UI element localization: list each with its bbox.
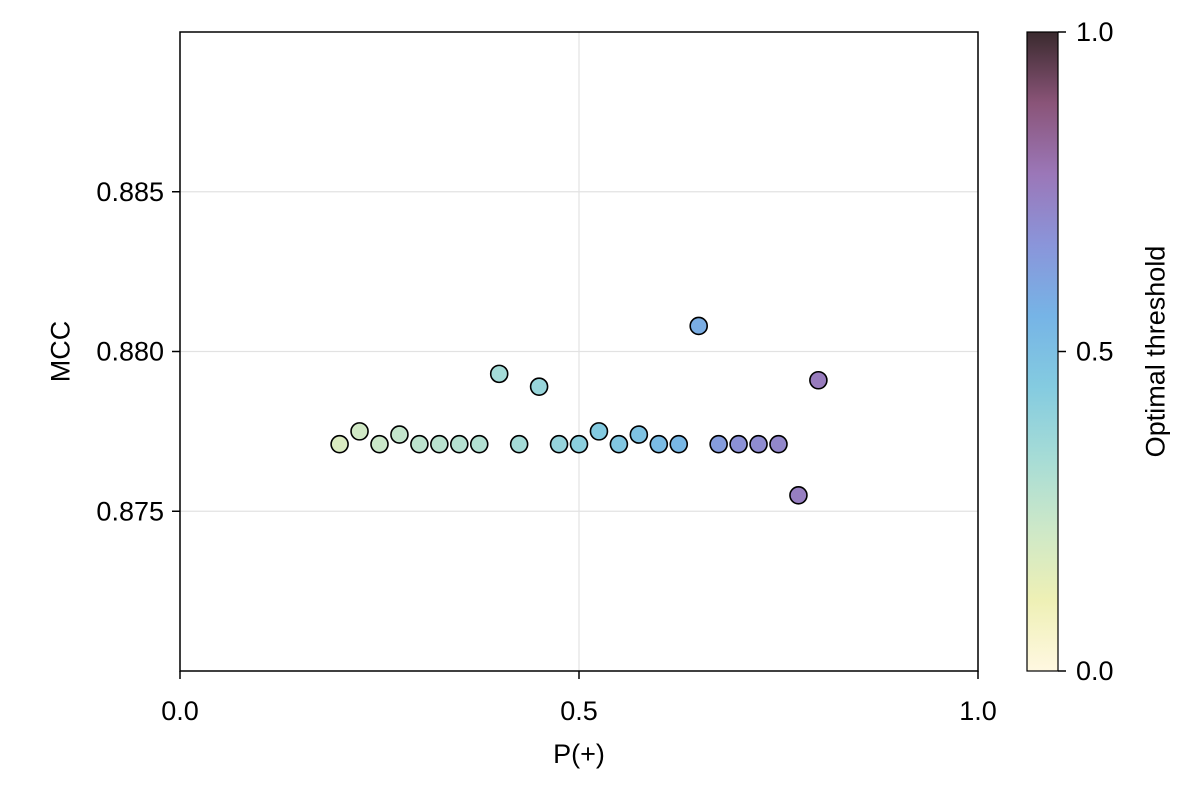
- scatter-point: [370, 434, 389, 454]
- scatter-point: [469, 434, 489, 454]
- scatter-point: [350, 422, 369, 441]
- grid-lines: [179, 32, 979, 671]
- scatter-point: [609, 434, 629, 454]
- x-tick-label: 0.0: [161, 696, 199, 726]
- scatter-point: [410, 434, 429, 454]
- colorbar-gradient: [1026, 31, 1059, 672]
- y-axis-label: MCC: [45, 321, 75, 383]
- colorbar-tick-label: 0.5: [1076, 337, 1114, 367]
- scatter-point: [509, 434, 529, 454]
- scatter-point: [330, 434, 349, 454]
- scatter-point: [549, 434, 569, 454]
- scatter-point: [729, 434, 748, 454]
- scatter-point: [789, 485, 808, 505]
- x-tick-label: 0.5: [560, 696, 598, 726]
- colorbar-tick-label: 1.0: [1076, 17, 1114, 47]
- colorbar-label: Optimal threshold: [1140, 246, 1170, 458]
- scatter-point: [629, 425, 649, 444]
- y-tick-label: 0.885: [96, 177, 164, 207]
- scatter-point: [649, 434, 669, 454]
- scatter-point: [390, 425, 409, 444]
- colorbar: 0.0 0.5 1.0: [1026, 17, 1114, 686]
- scatter-point: [569, 434, 589, 454]
- scatter-point: [489, 364, 509, 384]
- scatter-point: [449, 434, 469, 454]
- scatter-points: [330, 316, 828, 505]
- x-axis-label: P(+): [553, 739, 605, 769]
- y-tick-label: 0.875: [96, 496, 164, 526]
- scatter-point: [589, 422, 609, 441]
- x-tick-label: 1.0: [959, 696, 997, 726]
- axes: 0.0 0.5 1.0 0.875 0.880 0.885: [96, 177, 996, 726]
- scatter-point: [430, 434, 449, 454]
- y-tick-label: 0.880: [96, 337, 164, 367]
- scatter-point: [689, 316, 709, 336]
- scatter-point: [529, 377, 549, 396]
- colorbar-tick-label: 0.0: [1076, 656, 1114, 686]
- scatter-point: [769, 434, 788, 454]
- scatter-point: [669, 434, 689, 454]
- scatter-point: [709, 434, 728, 454]
- scatter-point: [749, 434, 768, 454]
- scatter-point: [809, 370, 828, 390]
